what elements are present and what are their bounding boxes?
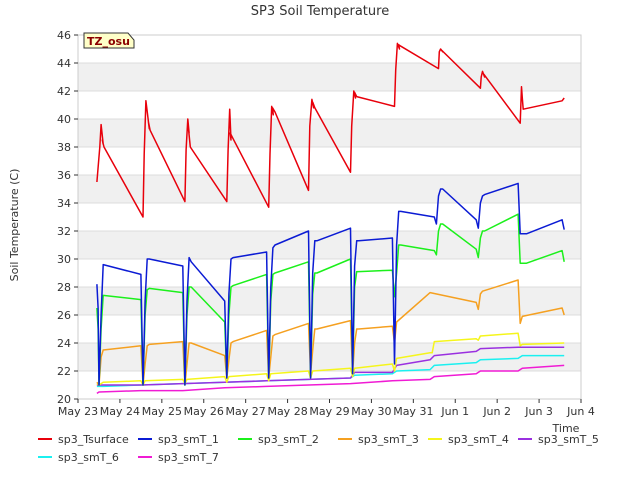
y-tick-label: 36 [57,169,71,182]
y-tick-label: 42 [57,85,71,98]
y-tick-label: 38 [57,141,71,154]
series-layer [96,42,565,395]
y-tick-label: 30 [57,253,71,266]
series-line-sp3_smT_2 [96,213,565,386]
y-tick-label: 32 [57,225,71,238]
grid-band [78,175,581,203]
x-tick-label: May 27 [226,405,266,418]
tz-badge: TZ_osu [83,32,135,49]
x-tick-label: May 31 [393,405,433,418]
x-tick-labels: May 23 May 24 May 25 May 26 May 27 May 28 May … [58,399,595,418]
x-tick-label: Jun 2 [482,405,511,418]
x-tick-label: May 29 [309,405,349,418]
x-tick-label: Jun 4 [566,405,595,418]
grid-band [78,259,581,287]
legend-label-sp3_smT_4: sp3_smT_4 [448,433,509,446]
y-tick-label: 22 [57,365,71,378]
grid-band [78,63,581,91]
legend-label-sp3_smT_2: sp3_smT_2 [258,433,319,446]
x-tick-label: May 28 [267,405,307,418]
x-tick-label: Jun 1 [440,405,469,418]
legend-label-sp3_smT_7: sp3_smT_7 [158,451,219,464]
y-tick-label: 34 [57,197,71,210]
legend-label-sp3_smT_1: sp3_smT_1 [158,433,219,446]
x-tick-label: May 24 [100,405,140,418]
series-line-sp3_smT_5 [96,346,565,386]
grid-band [78,147,581,175]
legend-label-sp3_smT_5: sp3_smT_5 [538,433,599,446]
legend-label-sp3_smT_3: sp3_smT_3 [358,433,419,446]
legend-label-sp3_smT_6: sp3_smT_6 [58,451,119,464]
series-line-sp3_smT_3 [96,279,565,386]
grid-band [78,91,581,119]
x-tick-label: May 25 [142,405,182,418]
y-tick-label: 44 [57,57,71,70]
grid-band [78,287,581,315]
grid-band [78,231,581,259]
series-line-sp3_smT_1 [96,182,565,386]
tz-badge-box [83,32,135,49]
grid-band [78,315,581,343]
y-tick-label: 24 [57,337,71,350]
grid-band [78,35,581,63]
series-line-sp3_smT_7 [96,364,565,395]
tz-badge-text: TZ_osu [87,35,130,48]
y-tick-labels: 20 22 24 26 28 30 32 34 36 38 40 42 44 46 [57,29,78,406]
y-tick-label: 46 [57,29,71,42]
legend: sp3_Tsurface sp3_smT_1 sp3_smT_2 sp3_smT_3 s… [38,433,599,464]
x-tick-label: May 30 [351,405,391,418]
series-line-sp3_smT_4 [96,332,565,386]
y-tick-label: 20 [57,393,71,406]
y-tick-label: 40 [57,113,71,126]
x-tick-label: Jun 3 [524,405,553,418]
y-axis-label: Soil Temperature (C) [8,169,21,282]
x-tick-label: May 23 [58,405,98,418]
x-axis-label: Time [552,422,580,435]
grid-band [78,203,581,231]
series-line-sp3_Tsurface [96,42,565,218]
y-tick-label: 28 [57,281,71,294]
x-tick-label: May 26 [184,405,224,418]
chart-title: SP3 Soil Temperature [251,4,389,19]
legend-label-sp3_Tsurface: sp3_Tsurface [58,433,129,446]
y-tick-label: 26 [57,309,71,322]
